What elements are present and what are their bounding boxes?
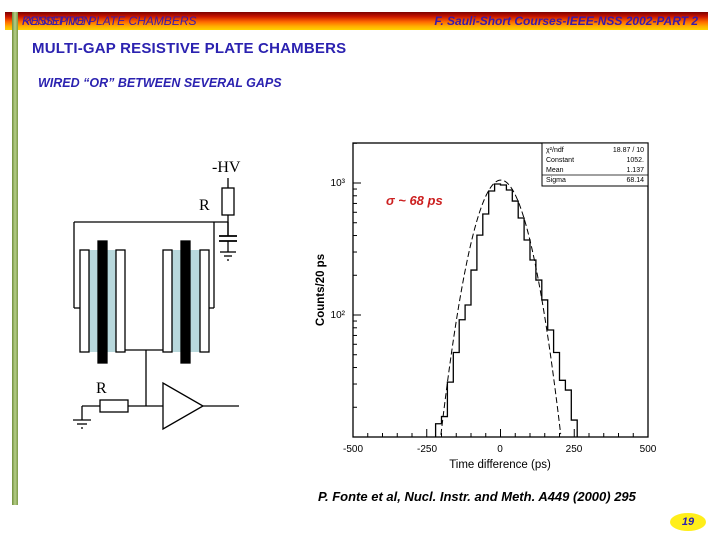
svg-text:1052.: 1052. — [626, 157, 644, 164]
left-decorative-bar — [12, 12, 18, 505]
header-section-title: RESISTIVE PLATE CHAMBERS KONSEPTION — [22, 12, 197, 30]
x-tick-label: 250 — [566, 444, 583, 455]
y-tick-label: 10² — [331, 310, 346, 321]
x-tick-label: -500 — [343, 444, 363, 455]
svg-text:Sigma: Sigma — [546, 177, 566, 184]
mrpc-circuit-diagram: -HV R R — [73, 159, 241, 431]
svg-text:1.137: 1.137 — [626, 167, 644, 174]
citation-reference: P. Fonte et al, Nucl. Instr. and Meth. A… — [318, 489, 636, 504]
gaussian-fit-curve — [440, 179, 562, 435]
svg-text:18.87 / 10: 18.87 / 10 — [613, 147, 644, 154]
resistor-top-label: R — [199, 197, 210, 214]
x-tick-label: 500 — [640, 444, 657, 455]
svg-text:Constant: Constant — [546, 157, 574, 164]
header-section-title-a: RESISTIVE PLATE CHAMBERS — [22, 14, 197, 28]
svg-text:χ²/ndf: χ²/ndf — [546, 147, 564, 154]
x-axis-label: Time difference (ps) — [449, 459, 551, 471]
x-tick-label: -250 — [417, 444, 437, 455]
hv-label: -HV — [212, 159, 241, 176]
resistor-bottom-label: R — [96, 380, 107, 397]
plot-frame — [352, 142, 649, 438]
fit-stats-box: χ²/ndf 18.87 / 10 Constant 1052. Mean 1.… — [541, 142, 649, 187]
header-bar — [5, 12, 708, 30]
header-course-label: F. Sauli-Short Courses-IEEE-NSS 2002-PAR… — [434, 14, 698, 28]
header-section-title-b: KONSEPTION — [22, 14, 92, 28]
x-tick-label: 0 — [497, 444, 503, 455]
svg-text:Mean: Mean — [546, 167, 564, 174]
sigma-annotation: σ ~ 68 ps — [386, 193, 443, 208]
histogram-series — [434, 183, 578, 437]
time-difference-histogram: -500 -250 0 250 500 10² 10³ Time differe… — [315, 142, 657, 471]
slide-title: MULTI-GAP RESISTIVE PLATE CHAMBERS — [32, 40, 347, 57]
slide-subtitle: WIRED “OR” BETWEEN SEVERAL GAPS — [38, 76, 282, 90]
y-axis-label: Counts/20 ps — [315, 254, 327, 326]
page-number-badge: 19 — [670, 513, 706, 531]
svg-text:68.14: 68.14 — [626, 177, 644, 184]
y-tick-label: 10³ — [331, 178, 346, 189]
